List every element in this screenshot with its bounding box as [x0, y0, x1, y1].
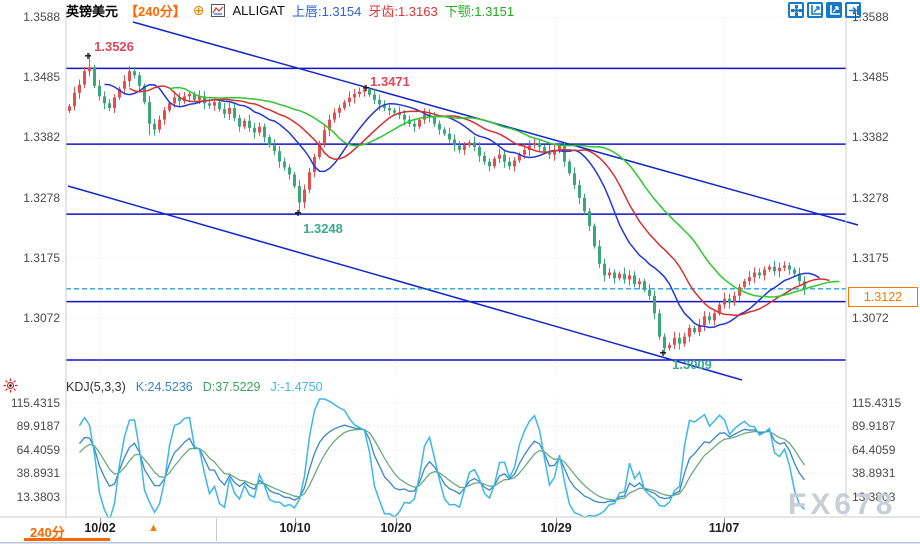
kdj-y-axis-label: 13.3803 [16, 489, 60, 504]
annotation-label: 1.3526 [94, 39, 134, 54]
date-tick [100, 518, 101, 522]
main-y-axis-label: 1.3382 [852, 130, 889, 145]
main-y-axis-label: 1.3278 [852, 190, 889, 205]
chart-header: 英镑美元 【240分】 ⊕ ALLIGAT 上唇:1.3154 牙齿:1.316… [66, 0, 514, 20]
main-y-axis-label: 1.3175 [23, 250, 60, 265]
kdj-y-axis-label: 38.8931 [852, 466, 896, 481]
alligator-teeth-value: 牙齿:1.3163 [368, 3, 438, 19]
kdj-y-axis-label: 115.4315 [10, 396, 60, 410]
main-y-axis-label: 1.3588 [852, 10, 889, 24]
date-label: 10/10 [279, 521, 311, 535]
date-label: 11/07 [708, 521, 740, 535]
move-icon[interactable] [788, 2, 804, 18]
watermark: FX678 [788, 488, 897, 521]
kdj-y-axis-label: 89.9187 [852, 419, 896, 434]
kdj-header: KDJ(5,3,3) K:24.5236 D:37.5229 J:-1.4750 [66, 380, 323, 394]
symbol-name: 英镑美元 [66, 3, 119, 19]
add-indicator-icon[interactable]: ⊕ [192, 2, 205, 18]
date-tick [396, 518, 397, 522]
fit-scale-icon[interactable] [807, 2, 823, 18]
auto-scale-icon[interactable] [826, 2, 842, 18]
jump-latest-icon[interactable] [845, 2, 861, 18]
indicator-settings-icon[interactable] [3, 378, 18, 398]
main-y-axis-label: 1.3175 [852, 250, 889, 265]
annotation-label: 1.3248 [303, 221, 343, 236]
kdj-j-value: J:-1.4750 [270, 380, 323, 394]
kdj-k-value: K:24.5236 [135, 380, 193, 394]
main-y-axis-label: 1.3485 [23, 70, 60, 85]
date-tick [556, 518, 557, 522]
timeframe-tab-label: 240分 [30, 525, 65, 540]
main-y-axis-label: 1.3485 [852, 70, 889, 85]
time-axis-bar: 240分 ▲ 10/02 10/10 10/20 10/29 11/07 [0, 518, 920, 542]
annotation-label: 1.3009 [672, 357, 712, 372]
main-y-axis-label: 1.3072 [852, 310, 889, 325]
cross-marker-icon: + [362, 81, 370, 96]
kdj-y-axis-label: 115.4315 [852, 396, 902, 410]
kdj-y-axis-label: 13.3803 [852, 489, 896, 504]
kdj-indicator-name: KDJ(5,3,3) [66, 380, 126, 394]
timeframe-tab[interactable]: 240分 ▲ [0, 518, 217, 541]
current-price-tag: 1.3122 [848, 287, 918, 307]
indicator-name: ALLIGAT [232, 2, 285, 18]
date-label: 10/20 [380, 521, 412, 535]
kdj-y-axis-label: 38.8931 [16, 466, 60, 481]
main-y-axis-label: 1.3588 [23, 10, 60, 24]
chart-toolbar [788, 2, 861, 18]
kdj-y-axis-label: 64.4059 [852, 442, 896, 457]
cross-marker-icon: + [659, 345, 667, 360]
main-y-axis-label: 1.3382 [23, 130, 60, 145]
active-tab-underline [24, 538, 110, 541]
indicator-chart-icon [211, 3, 226, 17]
date-label: 10/02 [84, 521, 116, 535]
main-y-axis-label: 1.3072 [23, 310, 60, 325]
date-tick [724, 518, 725, 522]
alligator-lips-value: 上唇:1.3154 [291, 3, 362, 19]
cross-marker-icon: + [84, 49, 92, 64]
kdj-y-axis-label: 64.4059 [16, 442, 60, 457]
alligator-jaw-value: 下颚:1.3151 [444, 3, 515, 19]
date-label: 10/29 [540, 521, 572, 535]
main-y-axis-label: 1.3278 [23, 190, 60, 205]
timeframe-label[interactable]: 【240分】 [125, 3, 186, 19]
kdj-y-axis-label: 89.9187 [16, 419, 60, 434]
cross-marker-icon: + [294, 206, 302, 221]
kdj-d-value: D:37.5229 [202, 380, 261, 394]
annotation-label: 1.3471 [370, 74, 410, 89]
date-tick [295, 518, 296, 522]
timeframe-dropdown-arrow[interactable]: ▲ [148, 522, 159, 534]
